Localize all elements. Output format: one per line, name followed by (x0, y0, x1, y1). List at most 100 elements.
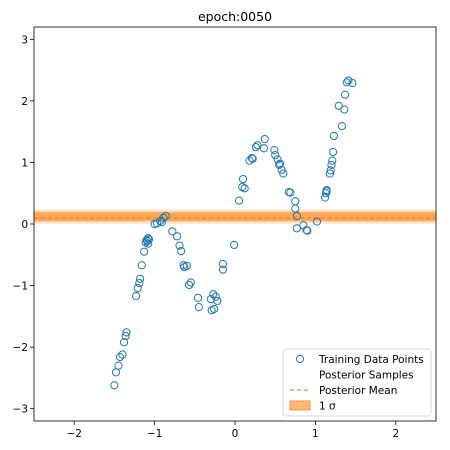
data-point (302, 226, 311, 235)
data-point (329, 131, 338, 141)
data-point (240, 184, 249, 193)
data-point (326, 166, 335, 175)
data-point (209, 290, 218, 299)
data-point (114, 361, 123, 370)
x-tick-label: 0 (232, 428, 239, 440)
data-point (213, 296, 222, 306)
data-point (327, 160, 336, 169)
legend-label: Posterior Mean (319, 385, 397, 397)
x-axis: −2 −1 0 1 2 (66, 421, 399, 440)
data-point (137, 261, 146, 270)
data-point (260, 134, 269, 144)
data-point (122, 328, 131, 337)
data-point (275, 159, 285, 168)
y-tick-label: −1 (13, 281, 28, 293)
data-point (253, 141, 262, 150)
data-point (234, 196, 244, 205)
data-point (135, 279, 144, 288)
data-point (218, 259, 228, 269)
data-point (121, 331, 130, 341)
data-point (211, 292, 220, 301)
data-point (277, 165, 286, 174)
data-point (325, 169, 334, 178)
data-point (186, 278, 195, 287)
data-point (259, 144, 269, 153)
data-point (177, 246, 186, 256)
data-point (218, 265, 228, 274)
data-point (159, 213, 168, 222)
data-point (144, 239, 153, 248)
sigma-band (34, 212, 436, 221)
data-point (144, 234, 153, 243)
data-point (140, 247, 149, 256)
data-point (271, 150, 280, 160)
legend-label: 1 σ (319, 401, 336, 413)
data-point (270, 146, 279, 155)
data-point (340, 105, 349, 114)
data-point (173, 232, 182, 241)
data-point (182, 261, 191, 270)
data-point (275, 160, 284, 169)
data-point (175, 241, 184, 250)
legend-box (282, 348, 432, 417)
y-tick-label: −3 (13, 404, 28, 416)
plot-area (34, 76, 436, 390)
x-tick-label: −1 (147, 428, 162, 440)
data-point (328, 156, 337, 165)
data-point (161, 211, 170, 221)
data-point (132, 291, 141, 301)
data-point (144, 235, 154, 244)
data-point (279, 169, 288, 178)
y-tick-label: −2 (13, 342, 28, 354)
data-point (320, 193, 330, 202)
x-tick-label: 1 (312, 428, 319, 440)
legend-patch-icon (289, 400, 311, 411)
legend: Training Data Points Posterior Samples Pos… (282, 348, 432, 417)
axes-frame (33, 26, 437, 422)
data-point (238, 174, 248, 184)
legend-label: Posterior Samples (319, 370, 414, 382)
data-point (322, 187, 331, 196)
data-point (118, 350, 127, 359)
data-point (136, 274, 145, 283)
data-point (251, 142, 261, 152)
data-point (157, 218, 166, 227)
data-point (247, 154, 256, 163)
x-tick-label: 2 (392, 428, 399, 440)
data-point (273, 155, 282, 164)
x-tick-label: −2 (66, 428, 81, 440)
y-tick-label: 2 (21, 96, 28, 108)
data-point (230, 240, 239, 250)
data-point (342, 78, 351, 87)
data-point (248, 154, 257, 163)
legend-label: Training Data Points (318, 354, 424, 366)
data-point (168, 227, 177, 236)
y-axis: −3 −2 −1 0 1 2 3 (13, 34, 34, 416)
data-point (194, 303, 203, 312)
y-tick-label: 1 (21, 157, 28, 169)
data-point (348, 78, 357, 88)
y-tick-label: 3 (21, 34, 28, 46)
data-point (209, 304, 219, 314)
data-point (344, 76, 353, 85)
data-point (337, 122, 347, 131)
data-point (286, 188, 295, 197)
data-point (328, 147, 338, 157)
data-point (185, 280, 194, 290)
data-point (133, 283, 142, 293)
data-point (334, 101, 343, 110)
data-point (291, 204, 300, 213)
y-tick-label: 0 (21, 219, 28, 231)
data-point (303, 226, 312, 235)
data-point (341, 90, 350, 99)
data-point (119, 338, 129, 347)
data-point (292, 211, 302, 221)
chart-title: epoch:0050 (198, 9, 272, 24)
data-point (312, 217, 322, 226)
data-point (110, 381, 119, 390)
data-point (193, 293, 203, 302)
data-point (292, 224, 302, 233)
data-point (115, 352, 125, 362)
legend-marker-icon (295, 354, 305, 364)
